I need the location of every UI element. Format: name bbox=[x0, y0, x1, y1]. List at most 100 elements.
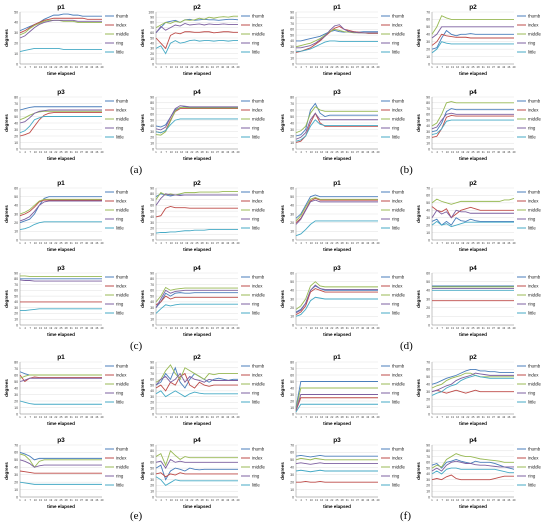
x-tick-label: 49 bbox=[377, 415, 380, 419]
x-tick-label: 40 bbox=[497, 326, 500, 330]
y-tick-label: 50 bbox=[150, 36, 154, 40]
x-tick-label: 4 bbox=[160, 415, 162, 419]
y-axis-label: degrees bbox=[280, 462, 285, 480]
y-tick-label: 60 bbox=[426, 271, 430, 275]
y-tick-label: 0 bbox=[292, 147, 294, 151]
x-axis-label: time elapsed bbox=[323, 156, 351, 161]
series-line-index bbox=[431, 33, 514, 46]
x-tick-label: 4 bbox=[300, 415, 302, 419]
x-tick-label: 10 bbox=[446, 415, 449, 419]
series-line-little bbox=[20, 308, 102, 312]
x-axis-label: time elapsed bbox=[183, 156, 211, 161]
x-tick-label: 10 bbox=[446, 65, 449, 69]
y-tick-label: 0 bbox=[428, 412, 430, 416]
legend-label-middle: middle bbox=[116, 208, 129, 213]
x-tick-label: 28 bbox=[65, 65, 68, 69]
x-tick-label: 19 bbox=[185, 65, 188, 69]
x-tick-label: 16 bbox=[320, 498, 323, 502]
x-tick-label: 31 bbox=[482, 326, 485, 330]
x-tick-label: 25 bbox=[472, 150, 475, 154]
x-tick-label: 19 bbox=[325, 150, 328, 154]
y-tick-label: 30 bbox=[290, 45, 294, 49]
panel-label: (d) bbox=[400, 340, 413, 352]
series-line-ring bbox=[431, 460, 514, 472]
y-tick-label: 40 bbox=[14, 300, 18, 304]
x-tick-label: 31 bbox=[206, 498, 209, 502]
series-line-ring bbox=[431, 112, 514, 130]
series-line-thumb bbox=[19, 371, 102, 376]
series-line-middle bbox=[431, 197, 515, 205]
legend-label-ring: ring bbox=[116, 391, 124, 396]
series-line-index bbox=[19, 470, 102, 474]
x-tick-label: 19 bbox=[49, 326, 52, 330]
x-tick-label: 31 bbox=[482, 498, 485, 502]
x-tick-label: 10 bbox=[170, 65, 173, 69]
x-tick-label: 4 bbox=[160, 241, 162, 245]
x-tick-label: 13 bbox=[451, 326, 454, 330]
series-line-middle bbox=[295, 197, 378, 222]
x-tick-label: 49 bbox=[101, 498, 104, 502]
legend-label-little: little bbox=[392, 483, 400, 488]
y-tick-label: 50 bbox=[290, 115, 294, 119]
y-tick-label: 10 bbox=[426, 315, 430, 319]
x-tick-label: 25 bbox=[336, 498, 339, 502]
series-line-ring bbox=[431, 372, 514, 393]
legend-label-thumb: thumb bbox=[252, 190, 265, 195]
x-tick-label: 7 bbox=[442, 241, 444, 245]
y-tick-label: 50 bbox=[426, 280, 430, 284]
y-tick-label: 80 bbox=[150, 192, 154, 196]
x-tick-label: 7 bbox=[30, 241, 32, 245]
x-tick-label: 4 bbox=[160, 326, 162, 330]
x-tick-label: 43 bbox=[366, 498, 369, 502]
x-tick-label: 37 bbox=[216, 241, 219, 245]
x-tick-label: 31 bbox=[206, 326, 209, 330]
x-tick-label: 1 bbox=[155, 241, 157, 245]
x-axis-label: time elapsed bbox=[323, 504, 351, 509]
x-tick-label: 10 bbox=[310, 65, 313, 69]
x-tick-label: 43 bbox=[90, 150, 93, 154]
x-tick-label: 43 bbox=[502, 65, 505, 69]
x-tick-label: 25 bbox=[336, 241, 339, 245]
x-tick-label: 7 bbox=[442, 150, 444, 154]
chart-title: p2 bbox=[469, 4, 477, 11]
y-tick-label: 50 bbox=[150, 118, 154, 122]
legend-label-thumb: thumb bbox=[528, 447, 541, 452]
legend-label-ring: ring bbox=[528, 474, 536, 479]
x-tick-label: 13 bbox=[39, 415, 42, 419]
x-tick-label: 28 bbox=[477, 326, 480, 330]
series-line-middle bbox=[19, 374, 102, 379]
y-tick-label: 70 bbox=[150, 198, 154, 202]
x-tick-label: 28 bbox=[477, 415, 480, 419]
x-tick-label: 16 bbox=[320, 241, 323, 245]
legend-label-thumb: thumb bbox=[116, 275, 129, 280]
series-line-little bbox=[19, 221, 102, 231]
series-line-thumb bbox=[296, 30, 378, 42]
y-tick-label: 10 bbox=[150, 318, 154, 322]
x-tick-label: 13 bbox=[175, 326, 178, 330]
series-line-thumb bbox=[155, 464, 238, 481]
x-axis-label: time elapsed bbox=[459, 332, 487, 337]
x-tick-label: 49 bbox=[513, 415, 516, 419]
series-line-little bbox=[155, 118, 238, 134]
legend-label-little: little bbox=[252, 400, 260, 405]
series-line-ring bbox=[19, 459, 102, 468]
legend-label-little: little bbox=[528, 135, 536, 140]
y-tick-label: 50 bbox=[14, 115, 18, 119]
series-line-thumb bbox=[431, 217, 514, 226]
legend-label-index: index bbox=[392, 108, 403, 113]
x-tick-label: 34 bbox=[487, 498, 490, 502]
x-axis-label: time elapsed bbox=[459, 421, 487, 426]
x-tick-label: 34 bbox=[487, 326, 490, 330]
legend-label-ring: ring bbox=[252, 302, 260, 307]
legend-label-thumb: thumb bbox=[392, 275, 405, 280]
x-tick-label: 49 bbox=[101, 241, 104, 245]
legend-label-little: little bbox=[528, 50, 536, 55]
x-tick-label: 25 bbox=[472, 241, 475, 245]
y-tick-label: 20 bbox=[150, 484, 154, 488]
y-tick-label: 40 bbox=[14, 204, 18, 208]
chart-title: p3 bbox=[57, 437, 65, 444]
x-tick-label: 25 bbox=[196, 415, 199, 419]
legend-label-middle: middle bbox=[116, 465, 129, 470]
